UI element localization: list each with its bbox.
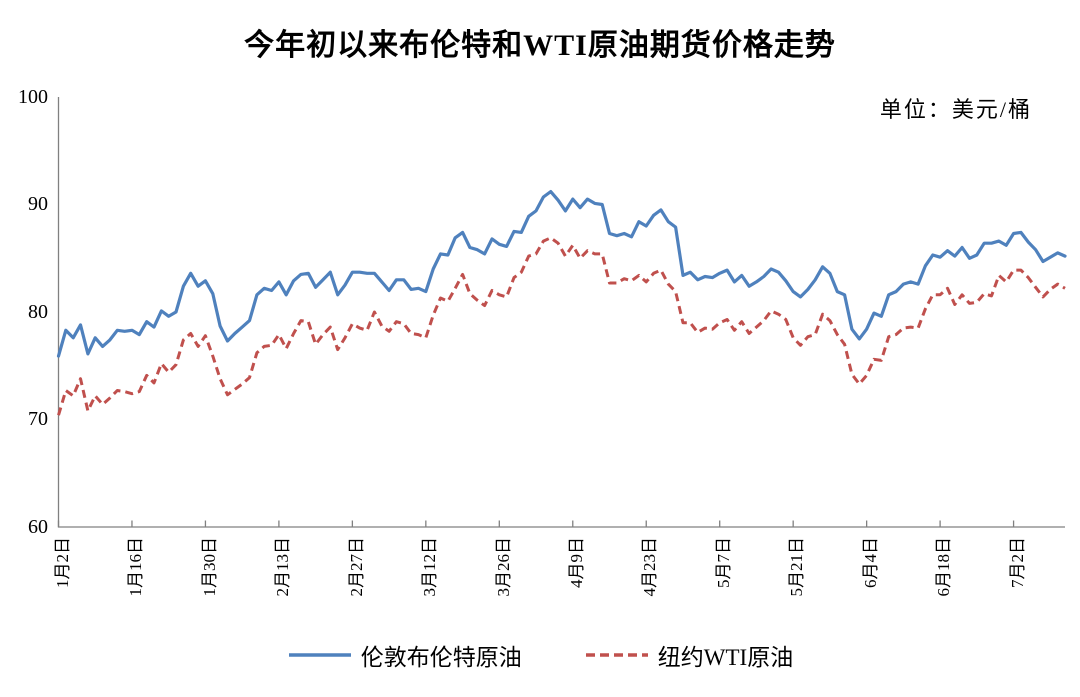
y-tick-label: 100 [18,86,48,108]
legend-label-wti: 纽约WTI原油 [657,645,794,670]
chart-title: 今年初以来布伦特和WTI原油期货价格走势 [244,29,836,62]
unit-label: 单位：美元/桶 [879,97,1032,122]
x-tick-label: 1月16日 [126,537,145,597]
legend-label-brent: 伦敦布伦特原油 [360,645,522,670]
x-tick-label: 5月7日 [714,537,733,588]
x-tick-label: 6月4日 [861,537,880,588]
x-tick-label: 3月26日 [494,537,513,597]
x-tick-label: 2月13日 [273,537,292,597]
x-tick-label: 2月27日 [347,537,366,597]
y-tick-label: 70 [28,408,48,430]
x-tick-label: 5月21日 [787,537,806,597]
y-tick-label: 80 [28,301,48,323]
x-tick-label: 4月9日 [567,537,586,588]
legend-item-wti: 纽约WTI原油 [584,638,793,672]
x-tick-label: 1月30日 [200,537,219,597]
brent-line-swatch-icon [288,653,351,657]
x-tick-label: 3月12日 [420,537,439,597]
y-tick-label: 90 [28,193,48,215]
x-tick-label: 6月18日 [934,537,953,597]
x-tick-label: 7月2日 [1008,537,1027,588]
chart-legend: 伦敦布伦特原油 纽约WTI原油 [0,638,1080,672]
y-tick-label: 60 [28,516,48,538]
x-tick-label: 4月23日 [640,537,659,597]
wti-line-swatch-icon [585,653,648,657]
x-tick-label: 1月2日 [53,537,72,588]
legend-item-brent: 伦敦布伦特原油 [287,638,522,672]
